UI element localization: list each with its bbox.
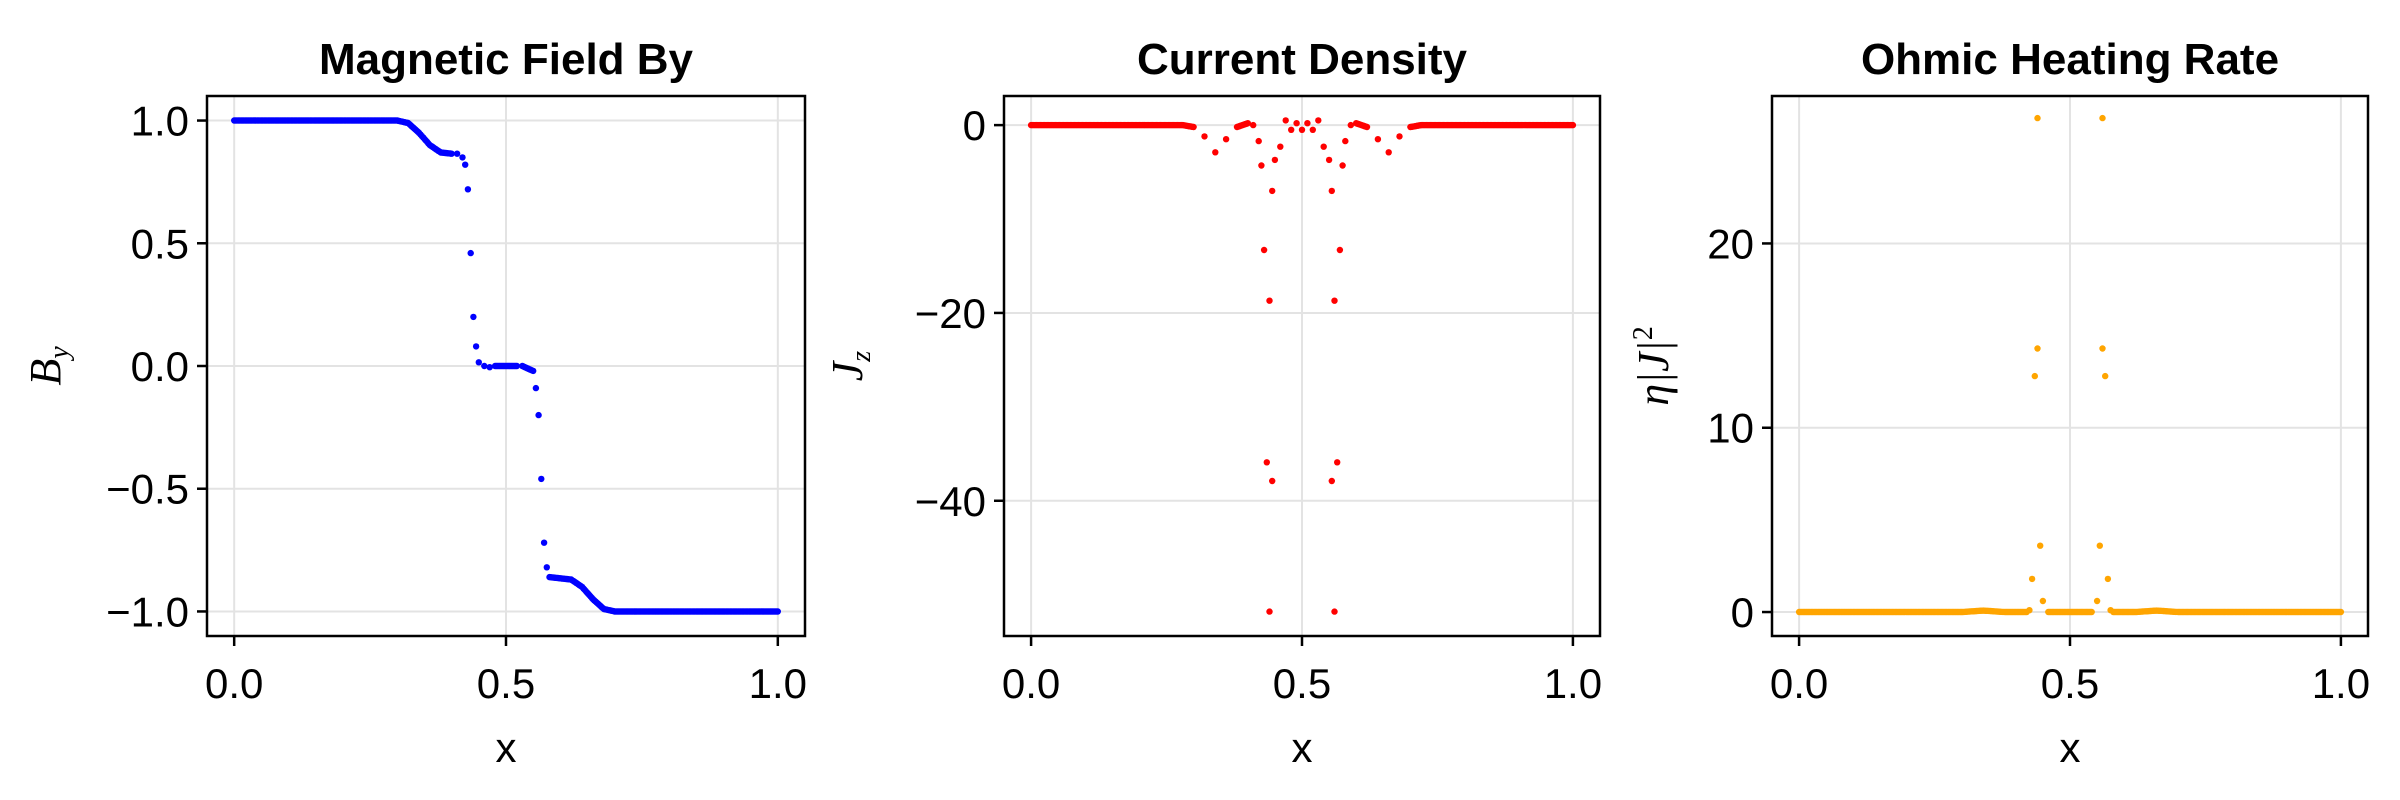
y-axis-label: Jz [823,351,877,382]
panel-3: 0.0 0.5 1.0 0 10 20 Ohmic Heating Rate x η|J|2 [1628,35,2370,771]
x-tick-label: 1.0 [1544,660,1602,707]
y-tick-label: 10 [1707,405,1754,452]
x-tick-label: 0.0 [1002,660,1060,707]
data-points [1027,117,1577,615]
x-tick-label: 0.0 [205,660,263,707]
x-tick-label: 0.5 [1273,660,1331,707]
y-axis-label: By [21,346,75,386]
x-tick-label: 1.0 [2312,660,2370,707]
x-tick-label: 1.0 [749,660,807,707]
y-axis-label: η|J|2 [1628,326,1678,406]
data-points [231,117,781,615]
y-tick-label: −40 [915,478,986,525]
y-tick-label: 0.0 [131,343,189,390]
y-tick-label: 20 [1707,220,1754,267]
x-axis-label: x [1292,724,1313,771]
chart-title: Ohmic Heating Rate [1861,35,2279,84]
x-axis-label: x [496,724,517,771]
panel-1: 0.0 0.5 1.0 1.0 0.5 0.0 −0.5 −1.0 Magnetic Field… [21,35,807,771]
x-tick-label: 0.5 [2041,660,2099,707]
x-axis-label: x [2060,724,2081,771]
y-tick-label: 0.5 [131,220,189,267]
data-points [1795,114,2345,616]
y-tick-label: −1.0 [106,588,189,635]
y-tick-label: 0 [1731,589,1754,636]
y-tick-label: −20 [915,290,986,337]
x-tick-label: 0.0 [1770,660,1828,707]
chart-title: Current Density [1137,35,1468,84]
panel-2: 0.0 0.5 1.0 0 −20 −40 Current Density x Jz [823,35,1602,771]
x-tick-label: 0.5 [477,660,535,707]
y-tick-label: 1.0 [131,98,189,145]
y-tick-label: −0.5 [106,466,189,513]
chart-title: Magnetic Field By [319,35,694,84]
y-tick-label: 0 [963,102,986,149]
